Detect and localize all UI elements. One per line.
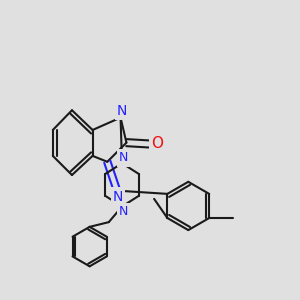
Text: N: N	[113, 190, 123, 203]
Text: N: N	[119, 152, 128, 164]
Text: N: N	[117, 104, 127, 118]
Text: N: N	[119, 205, 128, 218]
Text: O: O	[152, 136, 164, 151]
